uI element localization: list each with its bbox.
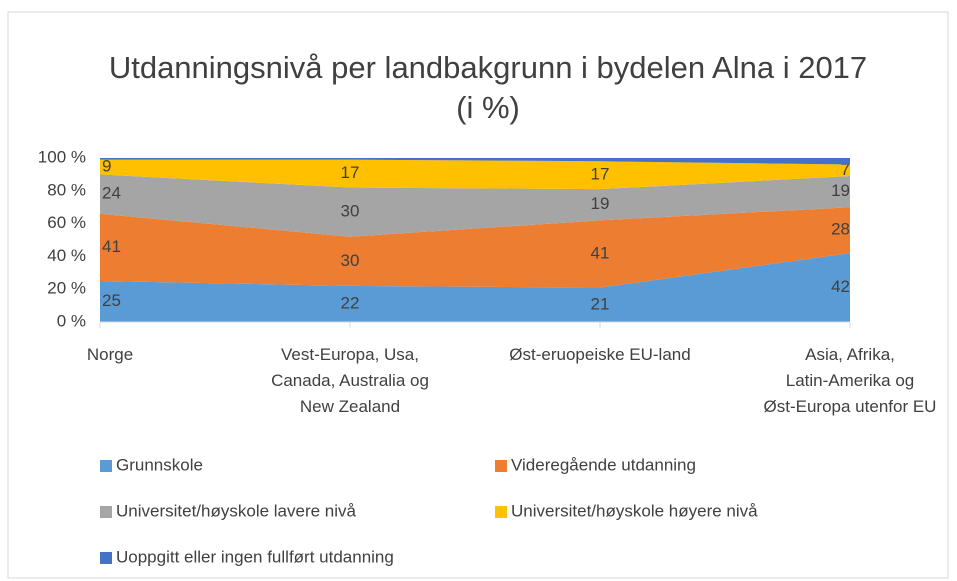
legend-swatch [495,506,507,518]
area-series [100,159,850,190]
area-series [100,158,850,165]
y-tick-label: 100 % [38,147,86,166]
data-label: 17 [341,163,360,182]
legend-label: Universitet/høyskole lavere nivå [116,501,357,520]
legend-label: Videregående utdanning [511,455,696,474]
data-label: 41 [102,237,121,256]
area-series [100,174,850,237]
data-label: 19 [591,194,610,213]
y-tick-label: 80 % [47,180,86,199]
data-label: 42 [831,277,850,296]
data-label: 19 [831,181,850,200]
legend-label: Universitet/høyskole høyere nivå [511,501,758,520]
y-tick-label: 20 % [47,279,86,298]
x-tick-label: Vest-Europa, Usa, Canada, Australia og New… [271,345,429,416]
area-series [100,207,850,288]
y-tick-label: 40 % [47,246,86,265]
data-label: 25 [102,291,121,310]
x-tick-label: Asia, Afrika, Latin-Amerika og Øst-Europa … [764,345,937,416]
y-tick-label: 60 % [47,213,86,232]
chart-title: Utdanningsnivå per landbakgrunn i bydele… [109,50,867,125]
data-label: 30 [341,202,360,221]
data-label: 21 [591,294,610,313]
data-label: 28 [831,220,850,239]
legend-swatch [100,506,112,518]
area-series [100,253,850,322]
legend-swatch [100,460,112,472]
data-label: 7 [841,160,850,179]
x-tick-label: Øst-eruopeiske EU-land [509,345,690,364]
data-label: 30 [341,251,360,270]
data-label: 41 [591,243,610,262]
data-label: 24 [102,184,121,203]
data-label: 17 [591,165,610,184]
legend-label: Uoppgitt eller ingen fullført utdanning [116,547,394,566]
y-tick-label: 0 % [57,311,86,330]
legend-swatch [100,552,112,564]
legend-label: Grunnskole [116,455,203,474]
x-tick-label: Norge [87,345,133,364]
data-label: 22 [341,293,360,312]
legend-swatch [495,460,507,472]
data-label: 9 [102,157,111,176]
